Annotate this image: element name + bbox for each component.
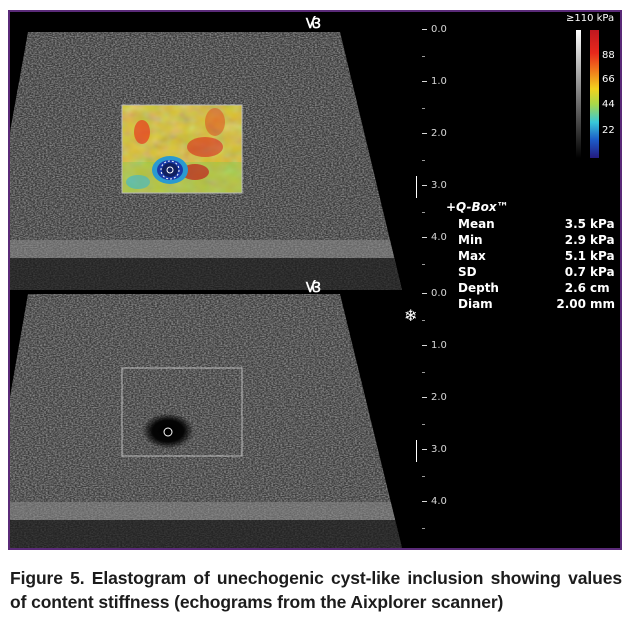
depth-tick: 4.0 (422, 496, 447, 507)
color-scale-max-label: ≥110 kPa (566, 13, 615, 24)
focal-zone-marker (416, 176, 417, 198)
grayscale-bar (576, 30, 581, 158)
probe-orientation-icon: Ꟃ (306, 16, 321, 32)
depth-tick: 0.0 (422, 288, 447, 299)
color-scale-label: 88 (602, 50, 615, 61)
depth-tick: 1.0 (422, 340, 447, 351)
qbox-row: SD 0.7 kPa (458, 265, 615, 279)
qbox-row: Diam 2.00 mm (458, 297, 616, 311)
color-scale-label: 66 (602, 74, 615, 85)
depth-tick: 3.0 (422, 180, 447, 191)
figure-caption: Figure 5. Elastogram of unechogenic cyst… (10, 568, 622, 612)
qbox-row: Min 2.9 kPa (458, 233, 615, 247)
color-scale-label: 22 (602, 125, 615, 136)
depth-tick: 2.0 (422, 392, 447, 403)
probe-orientation-icon: Ꟃ (306, 280, 321, 296)
qbox-table: Mean 3.5 kPa Min 2.9 kPa Max 5.1 kPa SD 0.7 kPa … (446, 216, 615, 312)
depth-tick: 2.0 (422, 128, 447, 139)
focal-zone-marker (416, 440, 417, 462)
qbox-row: Depth 2.6 cm (458, 281, 610, 295)
qbox-title: +Q-Box™ (446, 200, 509, 214)
qbox-measurements: +Q-Box™ Mean 3.5 kPa Min 2.9 kPa Max 5.1 kPa S… (446, 200, 615, 312)
ultrasound-screen: Ꟃ Ꟃ 0.0 1.0 2.0 3.0 4.0 0.0 1.0 2.0 3.0 … (8, 10, 622, 550)
qbox-row: Max 5.1 kPa (458, 249, 615, 263)
qbox-row: Mean 3.5 kPa (458, 217, 615, 231)
elasticity-color-bar (590, 30, 599, 158)
depth-tick: 4.0 (422, 232, 447, 243)
depth-tick: 3.0 (422, 444, 447, 455)
color-scale-label: 44 (602, 99, 615, 110)
echogram-image (10, 32, 410, 548)
bottom-bmode-sector (10, 294, 402, 548)
elastography-color-box (121, 104, 243, 194)
depth-tick: 0.0 (422, 24, 447, 35)
depth-tick: 1.0 (422, 76, 447, 87)
bottom-roi-box (121, 367, 243, 457)
snowflake-icon[interactable]: ❄ (404, 308, 418, 325)
